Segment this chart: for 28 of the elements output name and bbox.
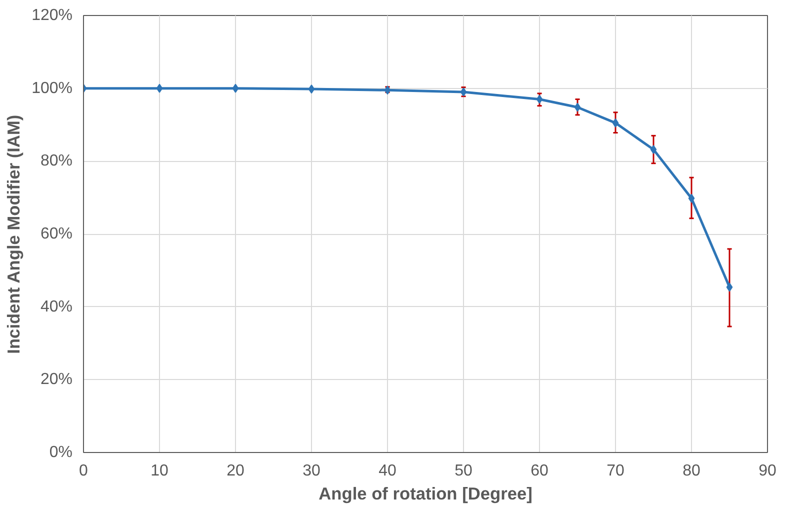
x-tick-label: 50 (454, 462, 472, 480)
y-axis-title: Incident Angle Modifier (IAM) (4, 114, 24, 354)
point (232, 84, 239, 93)
x-tick-label: 80 (682, 462, 700, 480)
point (574, 102, 581, 112)
x-tick-label: 10 (150, 462, 168, 480)
x-tick-label: 40 (378, 462, 396, 480)
y-tick-label: 20% (40, 371, 73, 388)
point (156, 84, 163, 93)
y-tick-label: 40% (40, 298, 73, 316)
y-tick-label: 0% (49, 444, 72, 461)
x-tick-label: 60 (530, 462, 548, 480)
y-tick-label: 100% (32, 80, 72, 97)
x-tick-label: 90 (758, 462, 776, 480)
point (650, 145, 657, 154)
x-axis-title: Angle of rotation [Degree] (318, 484, 532, 504)
point (536, 94, 543, 104)
y-tick-label: 80% (40, 152, 73, 170)
point (612, 118, 619, 128)
point (688, 194, 695, 203)
x-tick-label: 70 (606, 462, 624, 480)
y-tick-label: 120% (32, 7, 72, 24)
x-tick-label: 30 (302, 462, 320, 480)
point (308, 84, 315, 94)
point (726, 282, 733, 292)
y-tick-label: 60% (40, 226, 73, 242)
x-tick-label: 0 (79, 462, 88, 480)
x-tick-label: 20 (226, 462, 244, 480)
